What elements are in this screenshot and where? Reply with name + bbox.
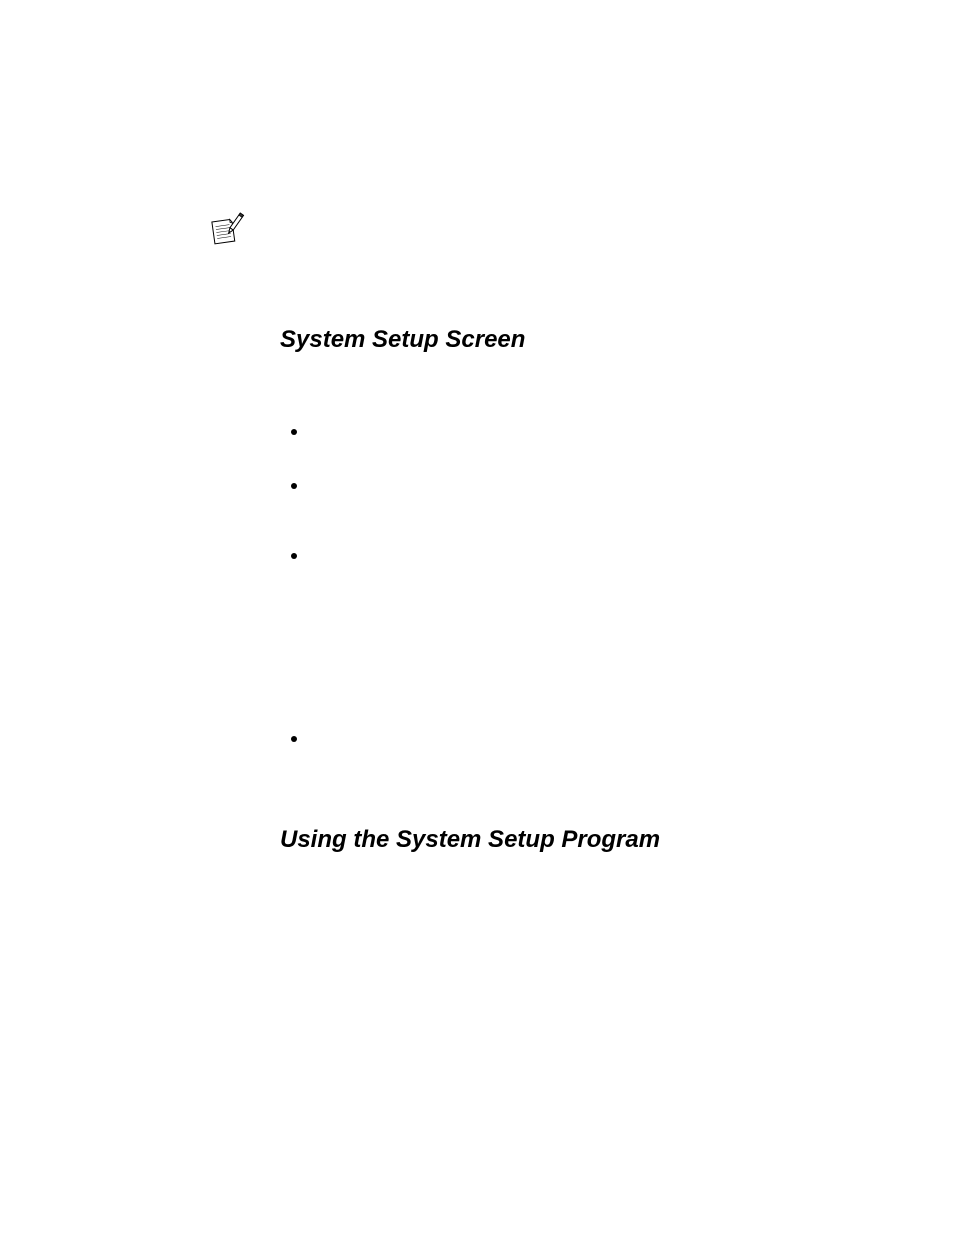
heading-system-setup-screen: System Setup Screen	[280, 326, 525, 354]
note-pencil-icon	[207, 210, 247, 248]
bullet-point	[291, 553, 297, 559]
bullet-point	[291, 736, 297, 742]
document-page: System Setup Screen Using the System Set…	[0, 0, 954, 1235]
bullet-point	[291, 483, 297, 489]
heading-using-system-setup: Using the System Setup Program	[280, 826, 660, 854]
bullet-point	[291, 429, 297, 435]
